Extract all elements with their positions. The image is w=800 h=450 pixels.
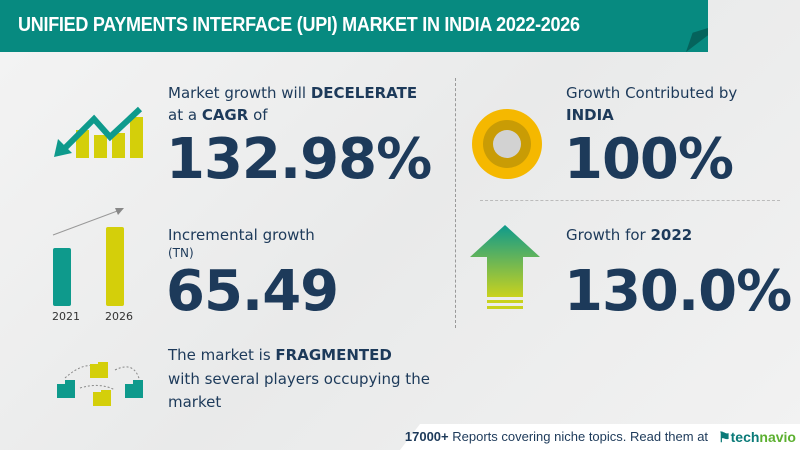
cagr-value: 132.98% xyxy=(166,127,432,192)
fragmented-market-icon xyxy=(57,362,143,406)
decline-chart-icon xyxy=(54,106,143,158)
bar-label-2021: 2021 xyxy=(52,310,80,323)
market-line2: with several players occupying the xyxy=(168,370,430,388)
footer-row: 17000+ Reports covering niche topics. Re… xyxy=(405,424,796,450)
footer-band xyxy=(400,424,800,450)
logo-flag-icon: ⚑ xyxy=(718,429,731,445)
footer-text: 17000+ Reports covering niche topics. Re… xyxy=(404,429,709,444)
region-target-icon xyxy=(472,109,542,179)
row-divider xyxy=(480,200,780,201)
technavio-logo[interactable]: ⚑technavio xyxy=(718,429,796,445)
contribution-label: Growth Contributed by xyxy=(566,84,738,102)
market-line1: The market is FRAGMENTED xyxy=(168,346,392,364)
incremental-value: 65.49 xyxy=(166,259,339,324)
yoy-value: 130.0% xyxy=(564,259,792,324)
incremental-unit: (TN) xyxy=(168,246,194,260)
cagr-line1: Market growth will DECELERATE xyxy=(168,84,418,102)
page-title: UNIFIED PAYMENTS INTERFACE (UPI) MARKET … xyxy=(18,14,580,36)
market-line3: market xyxy=(168,393,222,411)
cagr-line2: at a CAGR of xyxy=(168,106,268,124)
incremental-label: Incremental growth xyxy=(168,226,315,244)
header-banner: UNIFIED PAYMENTS INTERFACE (UPI) MARKET … xyxy=(0,0,708,52)
incremental-bars-icon xyxy=(52,208,124,306)
contribution-region: INDIA xyxy=(566,106,614,124)
bar-label-2026: 2026 xyxy=(105,310,133,323)
growth-up-arrow-icon xyxy=(470,225,540,309)
column-divider xyxy=(455,78,456,328)
yoy-label: Growth for 2022 xyxy=(566,226,693,244)
contribution-value: 100% xyxy=(564,127,734,192)
